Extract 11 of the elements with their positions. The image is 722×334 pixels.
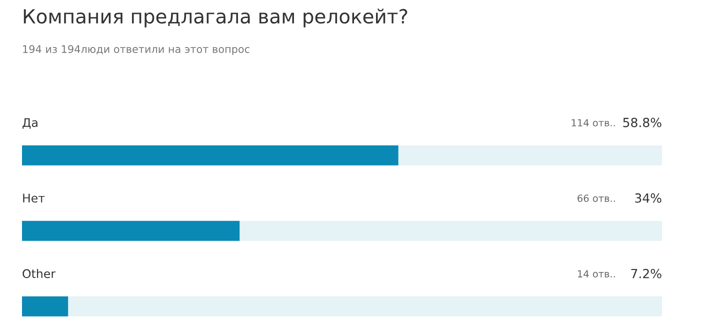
y-tick-label: Other: [22, 268, 56, 278]
data-label: 58.8%: [623, 118, 662, 128]
chart-subtitle: 194 из 194люди ответили на этот вопрос: [23, 45, 250, 56]
chart-title: Компания предлагала вам релокейт?: [24, 8, 408, 28]
data-label: 34%: [635, 193, 662, 203]
y-tick-label: Нет: [23, 194, 45, 203]
data-label: 7.2%: [631, 268, 662, 278]
annotation: 66 отв..: [578, 194, 615, 202]
annotation: 114 отв..: [572, 119, 615, 126]
y-tick-label: Да: [22, 118, 38, 129]
annotation: 14 отв..: [578, 270, 615, 278]
